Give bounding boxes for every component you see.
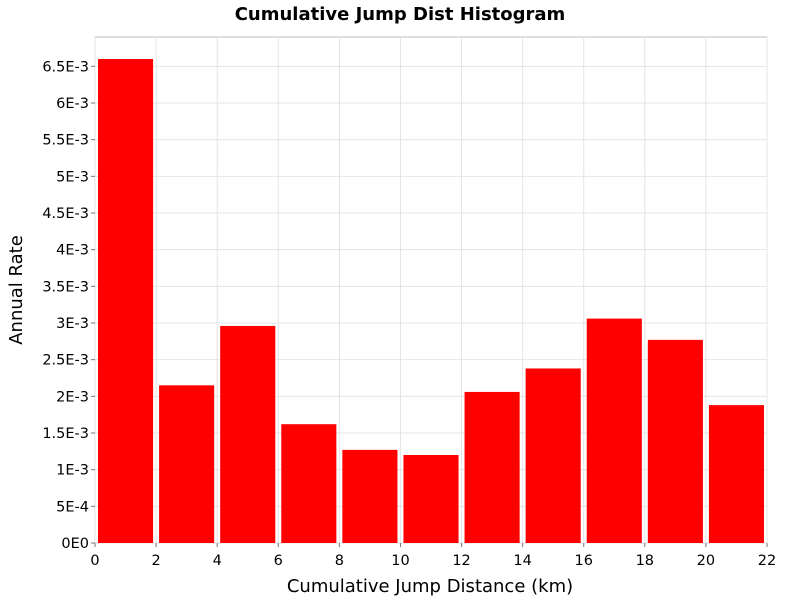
y-axis-ticks: 0E0 5E-4 1E-3 1.5E-3 2E-3 2.5E-3 3E-3 3.5E-3 4E-… bbox=[42, 59, 95, 552]
histogram-bar bbox=[159, 385, 215, 543]
bars bbox=[98, 59, 764, 543]
y-tick-label: 2.5E-3 bbox=[42, 353, 89, 369]
y-axis-label: Annual Rate bbox=[6, 235, 27, 345]
histogram-bar bbox=[220, 325, 276, 543]
histogram-bar bbox=[525, 368, 581, 543]
x-tick-label: 22 bbox=[758, 553, 776, 569]
x-tick-label: 4 bbox=[213, 553, 222, 569]
histogram-bar bbox=[98, 59, 154, 543]
x-tick-label: 10 bbox=[391, 553, 409, 569]
y-tick-label: 3E-3 bbox=[56, 316, 89, 332]
y-tick-label: 1.5E-3 bbox=[42, 426, 89, 442]
y-tick-label: 1E-3 bbox=[56, 463, 89, 479]
chart-title: Cumulative Jump Dist Histogram bbox=[235, 4, 566, 25]
y-tick-label: 4E-3 bbox=[56, 243, 89, 259]
y-tick-label: 5E-3 bbox=[56, 169, 89, 185]
histogram-bar bbox=[403, 455, 459, 543]
plot-area: 0 2 4 6 8 10 12 14 16 18 20 22 0E0 5E-4 1E-3 1.5E-3 2E-… bbox=[42, 36, 776, 569]
histogram-bar bbox=[647, 339, 703, 543]
y-tick-label: 6.5E-3 bbox=[42, 59, 89, 75]
x-tick-label: 8 bbox=[335, 553, 344, 569]
histogram-bar bbox=[586, 318, 642, 543]
x-axis-label: Cumulative Jump Distance (km) bbox=[287, 576, 573, 597]
y-tick-label: 3.5E-3 bbox=[42, 279, 89, 295]
y-tick-label: 5.5E-3 bbox=[42, 133, 89, 149]
x-tick-label: 0 bbox=[90, 553, 99, 569]
x-tick-label: 16 bbox=[575, 553, 593, 569]
y-tick-label: 4.5E-3 bbox=[42, 206, 89, 222]
histogram-bar bbox=[342, 449, 398, 543]
x-tick-label: 18 bbox=[636, 553, 654, 569]
y-tick-label: 6E-3 bbox=[56, 96, 89, 112]
x-tick-label: 12 bbox=[452, 553, 470, 569]
x-axis-ticks: 0 2 4 6 8 10 12 14 16 18 20 22 bbox=[90, 543, 776, 569]
x-tick-label: 20 bbox=[697, 553, 715, 569]
y-tick-label: 5E-4 bbox=[56, 499, 89, 515]
x-tick-label: 6 bbox=[274, 553, 283, 569]
y-tick-label: 0E0 bbox=[61, 536, 89, 552]
histogram-bar bbox=[708, 405, 764, 543]
histogram-bar bbox=[464, 391, 520, 543]
x-tick-label: 2 bbox=[151, 553, 160, 569]
x-tick-label: 14 bbox=[513, 553, 531, 569]
histogram-bar bbox=[281, 424, 337, 543]
y-tick-label: 2E-3 bbox=[56, 389, 89, 405]
